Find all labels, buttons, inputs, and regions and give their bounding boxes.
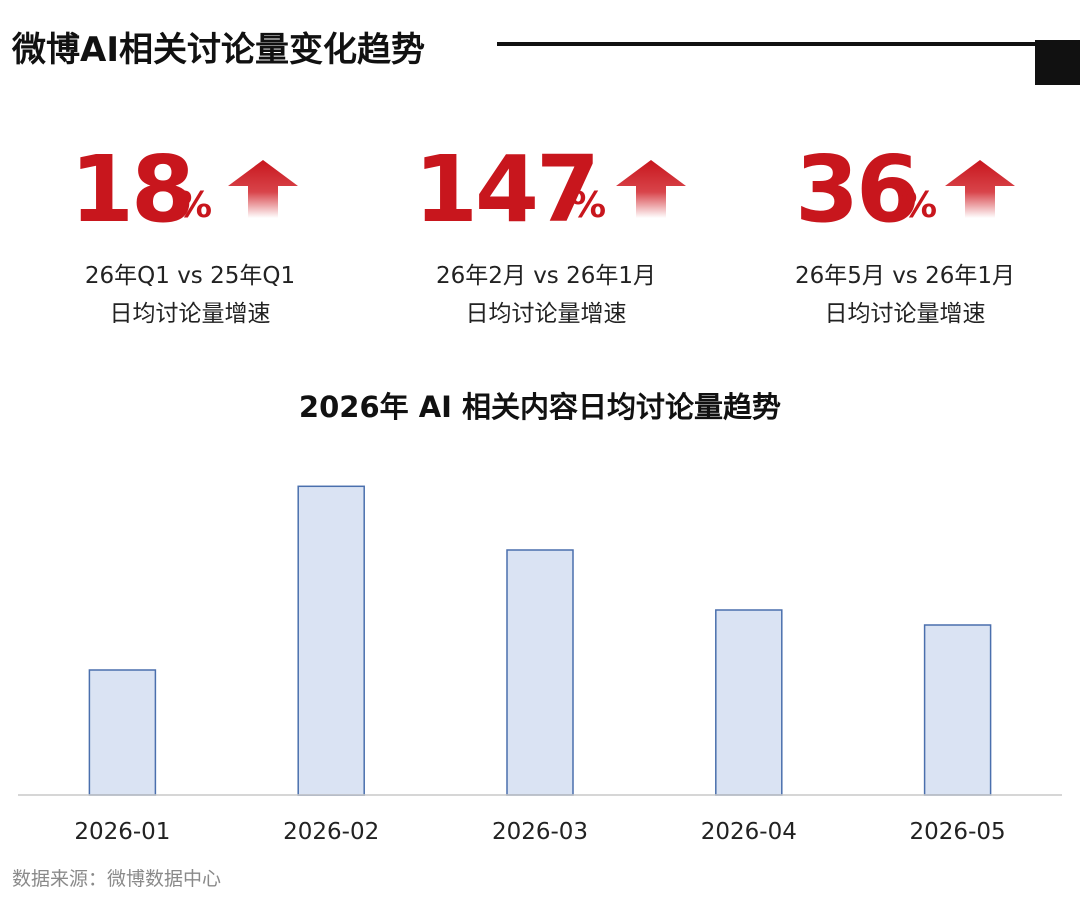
source-note: 数据来源：微博数据中心 <box>12 868 222 890</box>
x-tick-label: 2026-05 <box>910 819 1006 845</box>
corner-decoration <box>1035 40 1080 85</box>
chart-title: 2026年 AI 相关内容日均讨论量趋势 <box>298 390 782 424</box>
kpi-percent-sign: % <box>570 185 607 226</box>
arrow-up-icon <box>228 160 298 218</box>
bar-2026-03 <box>506 549 574 796</box>
kpi-number: 18 <box>70 136 195 243</box>
kpi-comparison: 26年Q1 vs 25年Q1 <box>84 263 296 289</box>
bar-2026-01 <box>88 669 157 796</box>
x-tick-label: 2026-01 <box>74 819 170 845</box>
bar-2026-04 <box>715 609 783 796</box>
arrow-up-icon <box>616 160 686 218</box>
x-tick-label: 2026-02 <box>283 819 379 845</box>
kpi-number: 147 <box>414 136 600 243</box>
kpi-card-q1-yoy: 18 % 26年Q1 vs 25年Q1 日均讨论量增速 <box>40 140 340 340</box>
arrow-up-icon <box>945 160 1015 218</box>
bar-2026-05 <box>923 624 992 796</box>
page-title: 微博AI相关讨论量变化趋势 <box>12 30 425 70</box>
kpi-comparison: 26年2月 vs 26年1月 <box>435 263 657 289</box>
x-tick-label: 2026-04 <box>701 819 797 845</box>
kpi-percent-sign: % <box>176 185 213 226</box>
kpi-percent-sign: % <box>901 185 938 226</box>
title-divider <box>497 42 1037 46</box>
kpi-number: 36 <box>795 136 920 243</box>
bar-chart: 2026-01 2026-02 2026-03 2026-04 2026-05 <box>18 485 1062 845</box>
kpi-card-feb-mom: 147 % 26年2月 vs 26年1月 日均讨论量增速 <box>396 140 696 340</box>
kpi-metric: 日均讨论量增速 <box>109 301 271 327</box>
kpi-card-may-vs-jan: 36 % 26年5月 vs 26年1月 日均讨论量增速 <box>755 140 1055 340</box>
bar-2026-02 <box>297 485 365 796</box>
kpi-metric: 日均讨论量增速 <box>465 301 627 327</box>
kpi-metric: 日均讨论量增速 <box>824 301 986 327</box>
kpi-comparison: 26年5月 vs 26年1月 <box>794 263 1016 289</box>
x-tick-label: 2026-03 <box>492 819 588 845</box>
